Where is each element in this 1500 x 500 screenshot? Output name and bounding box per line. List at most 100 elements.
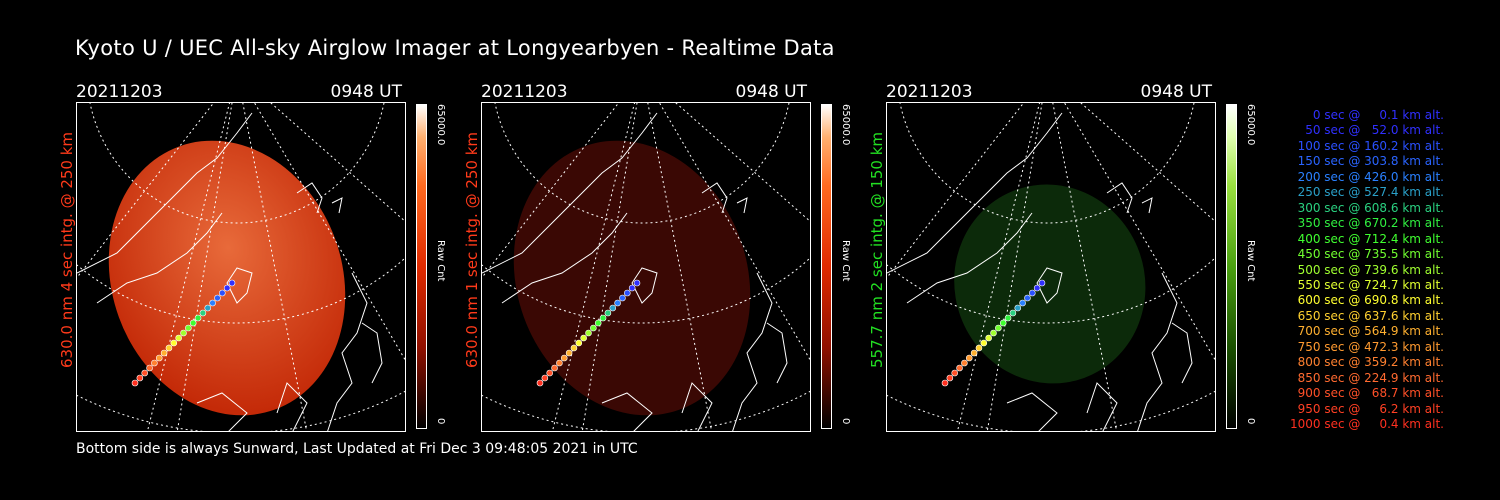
trajectory-point	[585, 329, 592, 337]
colorbar	[416, 104, 427, 429]
trajectory-point	[185, 324, 192, 332]
trajectory-point	[136, 374, 144, 382]
trajectory-point	[541, 374, 549, 382]
colorbar-min-label: 0	[1245, 418, 1256, 425]
colorbar	[821, 104, 832, 429]
trajectory-point	[1029, 289, 1036, 297]
trajectory-point	[941, 379, 949, 387]
allsky-image-frame	[76, 102, 406, 432]
trajectory-point	[165, 344, 173, 352]
trajectory-point	[594, 319, 602, 327]
trajectory-point	[980, 339, 988, 347]
legend-entry: 250 sec @ 527.4 km alt.	[1293, 185, 1444, 200]
airglow-disc	[108, 140, 346, 416]
trajectory-point	[204, 304, 212, 312]
legend-entry: 50 sec @ 52.0 km alt.	[1297, 123, 1444, 138]
trajectory-point	[633, 279, 641, 287]
trajectory-point	[536, 379, 544, 387]
coastline	[77, 112, 383, 431]
allsky-image-630-4sec	[77, 103, 405, 431]
trajectory-point	[995, 324, 1002, 332]
trajectory-point	[151, 359, 158, 367]
imager-panel-3: 20211203 0948 UT 557.7 nm 2 sec intg. @ …	[868, 80, 1256, 432]
trajectory-point	[580, 334, 587, 342]
trajectory-point	[189, 319, 197, 327]
trajectory-point	[590, 324, 597, 332]
trajectory-point	[599, 314, 607, 322]
legend-entry: 700 sec @ 564.9 km alt.	[1293, 324, 1444, 339]
trajectory-point	[1038, 279, 1046, 287]
coastline	[887, 112, 1193, 431]
trajectory-legend: 0 sec @ 0.1 km alt. 50 sec @ 52.0 km alt…	[1290, 108, 1444, 433]
trajectory-point	[609, 304, 617, 312]
airglow-disc	[954, 184, 1146, 384]
trajectory-point	[180, 329, 187, 337]
allsky-image-frame	[481, 102, 811, 432]
trajectory-point	[975, 344, 983, 352]
allsky-image-557-2sec	[887, 103, 1215, 431]
trajectory-point	[551, 364, 558, 372]
panel-time: 0948 UT	[735, 82, 808, 102]
allsky-image-630-1sec	[482, 103, 810, 431]
legend-entry: 0 sec @ 0.1 km alt.	[1301, 108, 1444, 122]
trajectory-point	[624, 289, 631, 297]
colorbar-max-label: 65000.0	[840, 104, 851, 146]
panel-time: 0948 UT	[330, 82, 403, 102]
latlon-grid	[887, 103, 1215, 431]
legend-entry: 400 sec @ 712.4 km alt.	[1293, 231, 1444, 246]
legend-entry: 850 sec @ 224.9 km alt.	[1293, 370, 1444, 385]
trajectory-point	[570, 344, 578, 352]
trajectory-point	[1019, 299, 1026, 307]
trajectory-point	[146, 364, 153, 372]
colorbar-min-label: 0	[840, 418, 851, 425]
panel-wavelength-label: 630.0 nm 4 sec intg. @ 250 km	[58, 131, 76, 368]
legend-entry: 500 sec @ 739.6 km alt.	[1293, 262, 1444, 277]
legend-entry: 200 sec @ 426.0 km alt.	[1293, 169, 1444, 184]
legend-entry: 900 sec @ 68.7 km alt.	[1293, 386, 1444, 401]
page-title: Kyoto U / UEC All-sky Airglow Imager at …	[75, 36, 835, 60]
trajectory-point	[956, 364, 963, 372]
trajectory-point	[1004, 314, 1012, 322]
colorbar-unit-label: Raw Cnt	[840, 240, 851, 282]
panel-wavelength-label: 630.0 nm 1 sec intg. @ 250 km	[463, 131, 481, 368]
legend-entry: 1000 sec @ 0.4 km alt.	[1289, 417, 1444, 432]
colorbar-max-label: 65000.0	[1245, 104, 1256, 146]
legend-entry: 350 sec @ 670.2 km alt.	[1293, 216, 1444, 231]
trajectory-point	[199, 309, 207, 317]
panel-date: 20211203	[481, 82, 568, 102]
trajectory-point	[575, 339, 583, 347]
colorbar-unit-label: Raw Cnt	[435, 240, 446, 282]
legend-entry: 800 sec @ 359.2 km alt.	[1293, 355, 1444, 370]
legend-entry: 550 sec @ 724.7 km alt.	[1293, 277, 1444, 292]
trajectory-point	[1009, 309, 1017, 317]
trajectory-point	[604, 309, 612, 317]
trajectory-point	[131, 379, 139, 387]
trajectory-point	[556, 359, 563, 367]
trajectory-point	[946, 374, 954, 382]
trajectory-point	[965, 354, 973, 362]
colorbar-max-label: 65000.0	[435, 104, 446, 146]
trajectory-point	[214, 294, 221, 302]
trajectory-point	[175, 334, 182, 342]
coastline	[482, 112, 788, 431]
colorbar	[1226, 104, 1237, 429]
trajectory-point	[619, 294, 626, 302]
allsky-image-frame	[886, 102, 1216, 432]
latlon-grid	[482, 103, 810, 431]
trajectory-point	[628, 284, 636, 292]
trajectory-point	[999, 319, 1007, 327]
legend-entry: 100 sec @ 160.2 km alt.	[1293, 138, 1444, 153]
imager-panel-1: 20211203 0948 UT 630.0 nm 4 sec intg. @ …	[58, 80, 446, 432]
trajectory-point	[219, 289, 226, 297]
trajectory-point	[970, 349, 978, 357]
trajectory-point	[209, 299, 216, 307]
trajectory-point	[985, 334, 992, 342]
legend-entry: 600 sec @ 690.8 km alt.	[1293, 293, 1444, 308]
trajectory-point	[546, 369, 553, 377]
trajectory-point	[614, 299, 621, 307]
trajectory-point	[223, 284, 231, 292]
trajectory-point	[990, 329, 997, 337]
legend-entry: 450 sec @ 735.5 km alt.	[1293, 247, 1444, 262]
footer-note: Bottom side is always Sunward, Last Upda…	[76, 441, 638, 457]
trajectory-point	[160, 349, 168, 357]
